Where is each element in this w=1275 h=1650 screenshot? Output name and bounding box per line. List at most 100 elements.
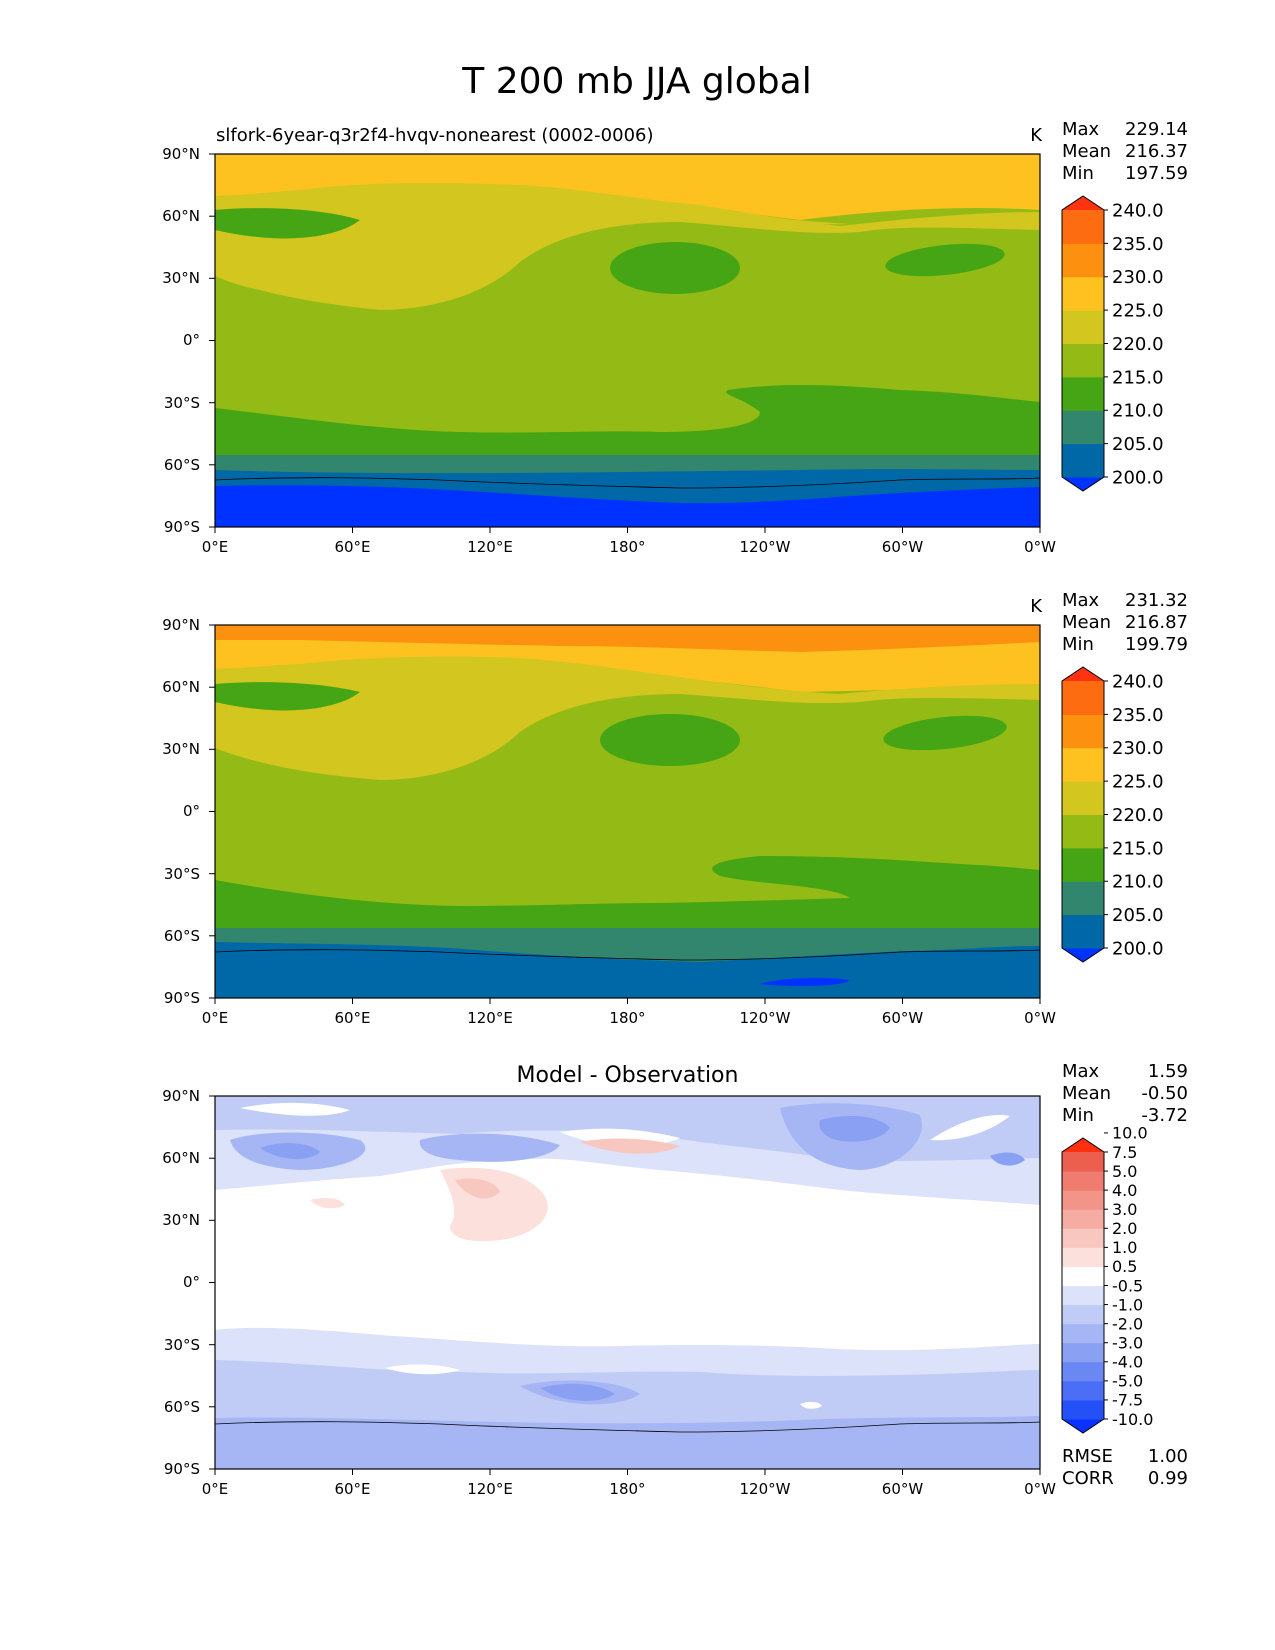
rmse-label: RMSE xyxy=(1062,1446,1113,1467)
panel-1-colorbar: 200.0 205.0 210.0 215.0 220.0 225.0 230.0 235.0… xyxy=(1061,195,1164,492)
contour-fill-215-npac xyxy=(610,242,740,294)
stat-max-value: 231.32 xyxy=(1125,590,1188,611)
panel-2-units: K xyxy=(1030,596,1043,617)
colorbar-tick-label: 210.0 xyxy=(1112,401,1164,422)
x-tick-label: 0°E xyxy=(202,538,229,556)
stat-mean-value: 216.87 xyxy=(1125,612,1188,633)
colorbar-tick-label: 215.0 xyxy=(1112,367,1164,388)
panel-3-colorbar: -10.0-7.5-5.0-4.0-3.0-2.0-1.0-0.50.51.02… xyxy=(1061,1124,1153,1434)
y-tick-label: 90°S xyxy=(164,518,200,536)
y-tick-label: 30°S xyxy=(164,1336,200,1354)
x-tick-label: 60°E xyxy=(334,1009,370,1027)
colorbar-segment xyxy=(1062,714,1104,749)
colorbar-tick-label: -0.5 xyxy=(1112,1276,1143,1295)
rmse-value: 1.00 xyxy=(1148,1446,1188,1467)
colorbar-tick-label: 10.0 xyxy=(1112,1124,1148,1143)
panel-1-xaxis: 0°E 60°E 120°E 180° 120°W 60°W 0°W xyxy=(202,527,1056,556)
colorbar-extend-min xyxy=(1062,1419,1104,1433)
colorbar-tick-label: -4.0 xyxy=(1112,1353,1143,1372)
colorbar-segment xyxy=(1062,310,1104,344)
panel-3-map xyxy=(215,1096,1040,1469)
colorbar-segment xyxy=(1062,1380,1104,1401)
panel-3-title-center: Model - Observation xyxy=(517,1063,739,1088)
colorbar-segment xyxy=(1062,1399,1104,1420)
colorbar-segment xyxy=(1062,1247,1104,1267)
colorbar-segment xyxy=(1062,847,1104,882)
colorbar-tick-label: -1.0 xyxy=(1112,1295,1143,1314)
x-tick-label: 60°W xyxy=(882,1009,924,1027)
stat-mean-label: Mean xyxy=(1062,141,1111,162)
colorbar-segment xyxy=(1062,1323,1104,1344)
contour-fill-neg4-south xyxy=(540,1383,615,1401)
x-tick-label: 60°W xyxy=(882,1480,924,1498)
panel-1-map xyxy=(215,154,1040,527)
colorbar-segment xyxy=(1062,1361,1104,1382)
x-tick-label: 0°E xyxy=(202,1480,229,1498)
colorbar-segment xyxy=(1062,781,1104,815)
y-tick-label: 60°S xyxy=(164,1398,200,1416)
x-tick-label: 120°E xyxy=(467,538,513,556)
colorbar-extend-min xyxy=(1062,948,1104,962)
colorbar-segment xyxy=(1062,243,1104,278)
contour-fill-225 xyxy=(215,154,1040,220)
colorbar-segment xyxy=(1062,1342,1104,1363)
panel-3-metrics: RMSE 1.00 CORR 0.99 xyxy=(1062,1446,1188,1489)
colorbar-tick-label: 5.0 xyxy=(1112,1162,1137,1181)
colorbar-extend-min xyxy=(1062,477,1104,491)
contour-fill-220 xyxy=(215,182,1040,310)
coastline-stub xyxy=(215,477,1040,489)
x-tick-label: 120°W xyxy=(740,1009,791,1027)
colorbar-segment xyxy=(1062,1152,1104,1172)
colorbar-segment xyxy=(1062,1266,1104,1286)
panel-2-colorbar: 200.0 205.0 210.0 215.0 220.0 225.0 230.0 235.0… xyxy=(1061,666,1164,963)
colorbar-segment xyxy=(1062,881,1104,916)
colorbar-segment xyxy=(1062,1171,1104,1191)
colorbar-tick-label: -5.0 xyxy=(1112,1372,1143,1391)
colorbar-tick-label: 225.0 xyxy=(1112,301,1164,322)
y-tick-label: 30°N xyxy=(162,269,200,287)
x-tick-label: 180° xyxy=(609,1480,645,1498)
colorbar-tick-label: 0.5 xyxy=(1112,1257,1137,1276)
stat-max-value: 1.59 xyxy=(1148,1061,1188,1082)
colorbar-segment xyxy=(1062,210,1104,244)
stat-min-value: 199.79 xyxy=(1125,634,1188,655)
contour-fill-neg4-north xyxy=(990,1152,1025,1166)
colorbar-segment xyxy=(1062,1304,1104,1325)
coastline-stub xyxy=(215,949,1040,961)
panel-2-xaxis: 0°E 60°E 120°E 180° 120°W 60°W 0°W xyxy=(202,998,1056,1027)
colorbar-segment xyxy=(1062,747,1104,782)
colorbar-tick-label: 200.0 xyxy=(1112,938,1164,959)
contour-fill-230 xyxy=(215,625,1040,652)
y-tick-label: 60°N xyxy=(162,678,200,696)
contour-fill-215-natl xyxy=(885,243,1005,277)
colorbar-tick-label: 230.0 xyxy=(1112,738,1164,759)
panel-3: Model - Observation xyxy=(162,1061,1188,1498)
stat-min-value: 197.59 xyxy=(1125,163,1188,184)
colorbar-tick-label: 225.0 xyxy=(1112,772,1164,793)
colorbar-tick-label: 3.0 xyxy=(1112,1200,1137,1219)
colorbar-extend-max xyxy=(1062,667,1104,681)
panel-2-yaxis: 90°N 60°N 30°N 0° 30°S 60°S 90°S xyxy=(162,616,215,1007)
x-tick-label: 0°W xyxy=(1024,1480,1056,1498)
panel-2-stats: Max 231.32 Mean 216.87 Min 199.79 xyxy=(1062,590,1188,655)
x-tick-label: 180° xyxy=(609,538,645,556)
colorbar-tick-label: 205.0 xyxy=(1112,905,1164,926)
x-tick-label: 180° xyxy=(609,1009,645,1027)
panel-1-yaxis: 90°N 60°N 30°N 0° 30°S 60°S 90°S xyxy=(162,145,215,536)
x-tick-label: 120°E xyxy=(467,1480,513,1498)
colorbar-segment xyxy=(1062,1209,1104,1229)
stat-min-label: Min xyxy=(1062,1105,1094,1126)
contour-fill-white-south xyxy=(800,1401,822,1409)
colorbar-segment xyxy=(1062,1228,1104,1248)
colorbar-extend-max xyxy=(1062,1138,1104,1152)
y-tick-label: 30°S xyxy=(164,394,200,412)
corr-label: CORR xyxy=(1062,1468,1114,1489)
contour-fill-215-western xyxy=(700,210,850,225)
colorbar-extend-max xyxy=(1062,196,1104,210)
contour-fill-pos2-asia xyxy=(455,1178,500,1199)
contour-fill-200 xyxy=(760,977,850,987)
corr-value: 0.99 xyxy=(1148,1468,1188,1489)
y-tick-label: 90°N xyxy=(162,616,200,634)
x-tick-label: 0°W xyxy=(1024,538,1056,556)
